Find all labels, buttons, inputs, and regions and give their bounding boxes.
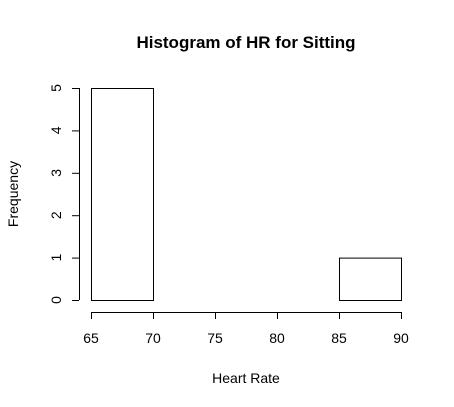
y-axis: 0 1 2 3 4 5 bbox=[48, 84, 80, 304]
y-axis-label: Frequency bbox=[5, 161, 21, 227]
x-tick-label: 85 bbox=[331, 330, 347, 346]
bars-group bbox=[91, 88, 402, 302]
histogram-bar-65-70 bbox=[91, 88, 154, 301]
y-tick-label: 4 bbox=[48, 126, 64, 134]
histogram-bar-85-90 bbox=[339, 257, 402, 302]
chart-title: Histogram of HR for Sitting bbox=[136, 33, 355, 52]
x-axis-label: Heart Rate bbox=[212, 370, 280, 386]
x-tick-label: 90 bbox=[393, 330, 409, 346]
y-tick-label: 5 bbox=[48, 84, 64, 92]
y-tick-label: 0 bbox=[48, 296, 64, 304]
y-tick-label: 1 bbox=[48, 253, 64, 261]
y-tick-label: 3 bbox=[48, 169, 64, 177]
x-tick-label: 75 bbox=[207, 330, 223, 346]
y-tick-label: 2 bbox=[48, 211, 64, 219]
x-tick-label: 80 bbox=[269, 330, 285, 346]
x-axis: 65 70 75 80 85 90 bbox=[83, 312, 409, 346]
x-tick-label: 65 bbox=[83, 330, 99, 346]
x-tick-label: 70 bbox=[145, 330, 161, 346]
